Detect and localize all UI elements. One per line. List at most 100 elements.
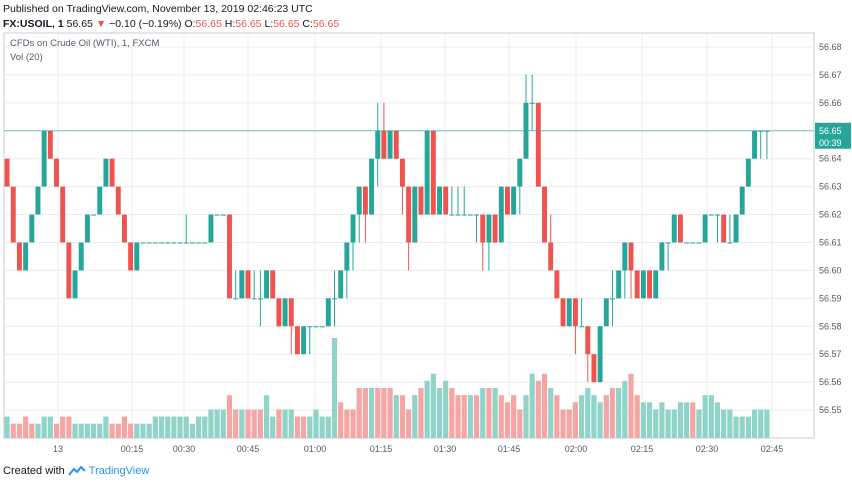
volume-bar: [603, 395, 609, 438]
volume-bar: [449, 388, 455, 438]
volume-bar: [751, 409, 758, 438]
volume-bar: [597, 402, 603, 438]
volume-bar: [492, 388, 498, 438]
price-axis[interactable]: 56.55 56.56 56.57 56.58 56.59 56.60 56.61 56.62…: [819, 42, 842, 415]
volume-bar: [708, 395, 714, 438]
candle-body: [671, 214, 677, 243]
volume-bar: [350, 409, 356, 438]
volume-bar: [307, 416, 313, 438]
volume-bar: [622, 380, 628, 438]
candle-body: [29, 214, 35, 243]
volume-bar: [628, 373, 634, 438]
volume-bar: [84, 423, 90, 438]
candle-body: [572, 298, 578, 327]
footer-brand[interactable]: TradingView: [88, 465, 150, 477]
high-value: 56.65: [235, 18, 262, 30]
volume-bar: [665, 409, 671, 438]
candle-body: [708, 214, 714, 216]
volume-bar: [504, 402, 511, 438]
candle-body: [239, 270, 245, 299]
volume-bar: [418, 388, 424, 438]
volume-bar: [430, 373, 436, 438]
candle-body: [752, 130, 758, 159]
x-tick-label: 01:15: [370, 444, 393, 454]
candle-body: [202, 242, 208, 244]
y-tick-label: 56.62: [819, 210, 842, 220]
volume-bar: [541, 373, 548, 438]
volume-bar: [338, 402, 344, 438]
candle-body: [196, 242, 202, 244]
volume-bar: [486, 388, 492, 438]
volume-bar: [480, 388, 486, 438]
volume-bar: [16, 423, 23, 438]
volume-bar: [764, 409, 770, 438]
time-axis[interactable]: 13 00:15 00:30 00:45 01:00 01:15 01:30 01:45 02:…: [53, 444, 783, 454]
candle-body: [356, 186, 362, 215]
candle-body: [579, 326, 585, 328]
footer-created-text: Created with: [3, 465, 65, 477]
candle-body: [140, 242, 146, 244]
volume-bar: [214, 409, 220, 438]
candle-body: [665, 242, 671, 244]
volume-bar: [591, 395, 597, 438]
candle-body: [146, 242, 152, 244]
y-tick-label: 56.61: [819, 237, 842, 247]
volume-bar: [745, 416, 751, 438]
volume-bar: [189, 423, 196, 438]
candle-body: [233, 298, 239, 300]
candle-body: [591, 354, 597, 383]
candle-body: [733, 214, 739, 243]
volume-bar: [721, 409, 727, 438]
volume-bar: [97, 423, 103, 438]
candle-body: [690, 242, 696, 244]
candle-body: [103, 158, 109, 187]
volume-bar: [517, 409, 523, 438]
candle-body: [566, 298, 572, 327]
candle-body: [72, 270, 78, 299]
candle-body: [60, 186, 66, 243]
candle-body: [653, 270, 659, 299]
last-price-tag: 56.65 00:39: [815, 122, 851, 149]
candle-body: [189, 242, 195, 244]
candle-body: [91, 214, 97, 216]
volume-bar: [671, 409, 677, 438]
candle-body: [511, 186, 517, 215]
x-tick-label: 01:30: [434, 444, 457, 454]
candle-body: [121, 214, 127, 243]
series-legend: CFDs on Crude Oil (WTI), 1, FXCM: [10, 38, 159, 49]
candle-body: [727, 242, 733, 244]
volume-bar: [10, 423, 16, 438]
candle-body: [560, 298, 566, 327]
volume-bar: [455, 395, 461, 438]
open-value: 56.65: [195, 18, 222, 30]
volume-bar: [47, 416, 53, 438]
x-tick-label: 00:45: [237, 444, 260, 454]
volume-bar: [233, 409, 239, 438]
volume-bar: [220, 409, 226, 438]
candle-body: [535, 102, 541, 187]
candle-body: [399, 158, 405, 187]
volume-bar: [140, 423, 146, 438]
published-caption: Published on TradingView.com, November 1…: [3, 3, 313, 15]
candle-body: [437, 186, 442, 215]
candle-body: [449, 214, 455, 216]
volume-bars: [4, 338, 770, 438]
candle-body: [480, 214, 486, 243]
volume-bar: [276, 409, 282, 438]
candle-body: [115, 186, 121, 215]
high-label: H:: [224, 18, 236, 30]
candle-body: [375, 130, 381, 159]
candle-body: [369, 158, 375, 215]
candle-body: [634, 270, 640, 299]
volume-bar: [23, 416, 29, 438]
y-tick-label: 56.63: [819, 182, 842, 192]
candle-body: [10, 186, 16, 243]
volume-bar: [4, 416, 10, 438]
volume-bar: [461, 395, 467, 438]
volume-bar: [511, 395, 517, 438]
candle-body: [84, 214, 90, 243]
volume-bar: [177, 416, 183, 438]
volume-bar: [294, 416, 301, 438]
candle-body: [498, 186, 504, 243]
